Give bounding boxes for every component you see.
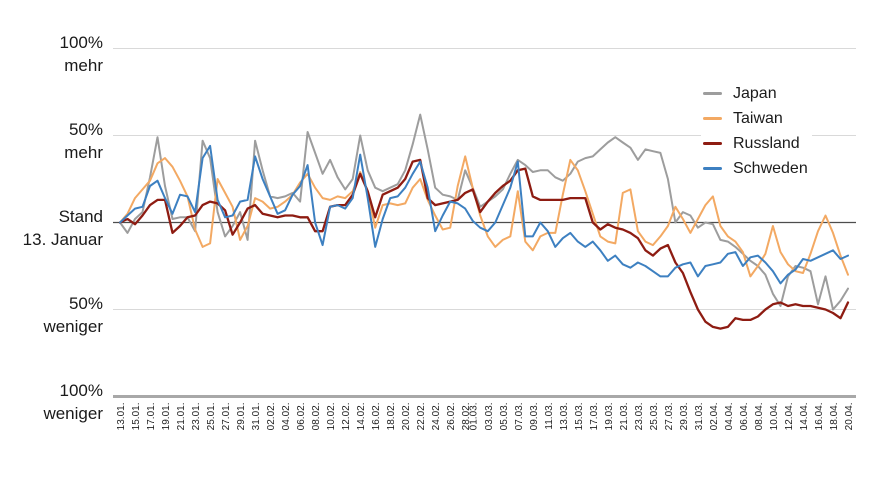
legend-item-japan: Japan <box>703 81 808 106</box>
x-axis-label: 24.02. <box>431 403 442 431</box>
x-axis-label: 06.04. <box>739 403 750 431</box>
x-axis-label: 29.03. <box>679 403 690 431</box>
legend: Japan Taiwan Russland Schweden <box>701 79 812 183</box>
x-axis-label: 23.03. <box>634 403 645 431</box>
x-axis-label: 21.01. <box>176 403 187 431</box>
series-line-schweden <box>119 144 849 285</box>
y-axis-label-line: 50% <box>68 119 103 139</box>
x-axis-label: 15.03. <box>574 403 585 431</box>
x-axis-label: 13.01. <box>116 403 127 431</box>
x-axis-label: 04.04. <box>724 403 735 431</box>
x-axis-label: 23.01. <box>191 403 202 431</box>
x-axis-label: 02.04. <box>709 403 720 431</box>
x-axis-label: 10.02. <box>326 403 337 431</box>
y-axis-label-line: weniger <box>43 403 103 423</box>
x-axis-label: 18.02. <box>386 403 397 431</box>
x-axis-label: 07.03. <box>514 403 525 431</box>
y-axis-label-line: 100% <box>59 380 103 400</box>
x-axis-label: 09.03. <box>529 403 540 431</box>
y-axis-label-line: mehr <box>64 55 103 75</box>
y-axis-label-100-weniger: 100% weniger <box>0 379 103 425</box>
x-axis-label: 28.02. <box>461 403 472 431</box>
legend-swatch-taiwan <box>703 117 722 120</box>
x-axis-label: 17.03. <box>589 403 600 431</box>
legend-swatch-russland <box>703 142 722 145</box>
y-axis-label-line: weniger <box>43 316 103 336</box>
x-axis-label: 06.02. <box>296 403 307 431</box>
y-axis-label-50-mehr: 50% mehr <box>0 118 103 164</box>
legend-swatch-schweden <box>703 167 722 170</box>
y-axis-label-line: 13. Januar <box>22 229 103 249</box>
x-axis-label: 29.01. <box>236 403 247 431</box>
x-axis-label: 27.03. <box>664 403 675 431</box>
legend-label-japan: Japan <box>733 84 777 102</box>
x-axis-label: 16.04. <box>814 403 825 431</box>
x-axis-label: 12.02. <box>341 403 352 431</box>
legend-item-schweden: Schweden <box>703 156 808 181</box>
x-axis-label: 02.02. <box>266 403 277 431</box>
x-axis-label: 20.02. <box>401 403 412 431</box>
x-axis-label: 13.03. <box>559 403 570 431</box>
x-axis-label: 12.04. <box>784 403 795 431</box>
y-axis-label-line: 50% <box>68 293 103 313</box>
y-axis-label-100-mehr: 100% mehr <box>0 31 103 77</box>
legend-label-taiwan: Taiwan <box>733 109 783 127</box>
x-axis-label: 31.01. <box>251 403 262 431</box>
series-line-japan <box>119 113 849 311</box>
series-line-taiwan <box>119 155 849 278</box>
y-axis-label-baseline: Stand 13. Januar <box>0 205 103 251</box>
legend-label-russland: Russland <box>733 134 800 152</box>
y-axis-label-50-weniger: 50% weniger <box>0 292 103 338</box>
legend-swatch-japan <box>703 92 722 95</box>
y-axis-label-line: mehr <box>64 142 103 162</box>
x-axis-label: 14.04. <box>799 403 810 431</box>
x-axis-label: 10.04. <box>769 403 780 431</box>
x-axis-label: 19.01. <box>161 403 172 431</box>
x-axis-label: 15.01. <box>131 403 142 431</box>
x-axis-label: 21.03. <box>619 403 630 431</box>
x-axis-label: 14.02. <box>356 403 367 431</box>
x-axis-label: 25.03. <box>649 403 660 431</box>
legend-label-schweden: Schweden <box>733 159 808 177</box>
y-axis-label-line: Stand <box>58 206 103 226</box>
x-axis-label: 11.03. <box>544 403 555 430</box>
x-axis-label: 05.03. <box>499 403 510 431</box>
y-axis-label-line: 100% <box>59 32 103 52</box>
x-axis-label: 17.01. <box>146 403 157 431</box>
x-axis-label: 16.02. <box>371 403 382 431</box>
x-axis-label: 20.04. <box>844 403 855 431</box>
series-line-russland <box>118 158 850 330</box>
x-axis-label: 19.03. <box>604 403 615 431</box>
x-axis-label: 01.03. <box>469 403 480 431</box>
x-axis-label: 08.04. <box>754 403 765 431</box>
x-axis-label: 22.02. <box>416 403 427 431</box>
x-axis-label: 03.03. <box>484 403 495 431</box>
x-axis-label: 18.04. <box>829 403 840 431</box>
x-axis-label: 04.02. <box>281 403 292 431</box>
x-axis-label: 26.02. <box>446 403 457 431</box>
x-axis-label: 25.01. <box>206 403 217 431</box>
legend-item-russland: Russland <box>703 131 808 156</box>
x-axis-label: 27.01. <box>221 403 232 431</box>
x-axis-label: 08.02. <box>311 403 322 431</box>
legend-item-taiwan: Taiwan <box>703 106 808 131</box>
x-axis-label: 31.03. <box>694 403 705 431</box>
